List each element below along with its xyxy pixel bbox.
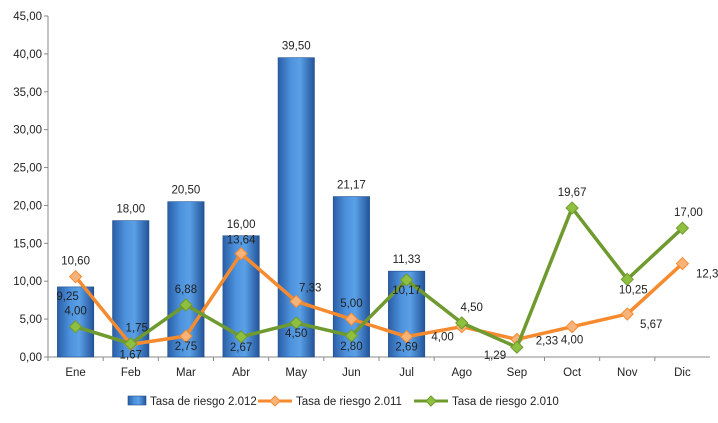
line-point bbox=[565, 319, 579, 334]
legend-marker bbox=[425, 395, 437, 407]
y-tick-label: 20,00 bbox=[13, 200, 42, 212]
data-label: 1,29 bbox=[484, 350, 506, 362]
legend-label: Tasa de riesgo 2.012 bbox=[150, 396, 257, 408]
line-point bbox=[234, 246, 248, 261]
data-label: 10,60 bbox=[61, 256, 90, 268]
data-label: 4,50 bbox=[461, 302, 483, 314]
data-label: 9,25 bbox=[56, 291, 78, 303]
series-line bbox=[75, 206, 684, 349]
x-tick-label: Jul bbox=[399, 367, 414, 379]
data-label: 5,00 bbox=[340, 298, 362, 310]
data-label: 4,00 bbox=[431, 332, 453, 344]
data-label: 39,50 bbox=[282, 41, 311, 53]
data-label: 1,67 bbox=[120, 349, 142, 361]
data-label: 6,88 bbox=[175, 284, 197, 296]
line-point bbox=[344, 329, 359, 343]
line-point bbox=[455, 316, 469, 330]
line-point bbox=[179, 298, 193, 312]
x-tick-label: Abr bbox=[232, 367, 250, 379]
data-label: 2,67 bbox=[230, 342, 252, 354]
y-tick-label: 45,00 bbox=[13, 11, 42, 23]
y-tick-label: 15,00 bbox=[13, 238, 42, 250]
y-tick-label: 0,00 bbox=[20, 352, 42, 364]
data-label: 2,80 bbox=[340, 341, 362, 353]
series-line bbox=[74, 251, 684, 347]
legend-label: Tasa de riesgo 2.011 bbox=[296, 396, 402, 408]
line-point bbox=[289, 294, 303, 309]
data-label: 18,00 bbox=[116, 204, 145, 216]
line-point bbox=[510, 340, 524, 354]
data-label: 2,75 bbox=[175, 341, 197, 353]
x-tick-label: Feb bbox=[121, 367, 141, 379]
data-label: 4,50 bbox=[285, 328, 307, 340]
y-tick-label: 35,00 bbox=[13, 87, 42, 99]
bar bbox=[277, 57, 315, 358]
x-tick-label: Oct bbox=[563, 367, 582, 379]
data-label: 16,00 bbox=[227, 219, 256, 231]
line-point bbox=[675, 256, 690, 271]
data-label: 19,67 bbox=[558, 187, 587, 199]
data-label: 21,17 bbox=[337, 180, 366, 192]
line-point bbox=[675, 221, 690, 235]
data-label: 17,00 bbox=[674, 207, 703, 219]
x-tick-label: Ene bbox=[65, 367, 85, 379]
x-tick-label: Ago bbox=[452, 367, 472, 379]
data-label: 5,67 bbox=[640, 319, 662, 331]
legend-label: Tasa de riesgo 2.010 bbox=[452, 396, 559, 408]
data-label: 13,64 bbox=[227, 235, 256, 247]
x-tick-label: Dic bbox=[674, 367, 691, 379]
line-point bbox=[124, 337, 138, 351]
data-label: 2,69 bbox=[395, 342, 417, 354]
data-label: 7,33 bbox=[299, 282, 321, 294]
line-point bbox=[344, 312, 359, 326]
line-point bbox=[68, 269, 83, 284]
data-label: 10,17 bbox=[392, 285, 421, 297]
legend-swatch bbox=[127, 395, 147, 406]
data-label: 2,33 bbox=[536, 335, 558, 347]
line-point bbox=[565, 201, 579, 215]
y-tick-label: 40,00 bbox=[13, 49, 42, 61]
y-tick-label: 25,00 bbox=[13, 163, 42, 175]
data-label: 12,33 bbox=[696, 269, 718, 281]
line-point bbox=[399, 273, 414, 287]
line-point bbox=[620, 307, 634, 321]
y-tick-label: 30,00 bbox=[13, 125, 42, 137]
y-tick-label: 5,00 bbox=[20, 314, 42, 326]
line-point bbox=[179, 329, 193, 343]
y-tick-label: 10,00 bbox=[13, 276, 42, 288]
data-label: 11,33 bbox=[393, 254, 421, 266]
data-label: 20,50 bbox=[172, 185, 201, 197]
data-label: 10,25 bbox=[619, 284, 648, 296]
x-tick-label: Jun bbox=[342, 367, 361, 379]
x-tick-label: Mar bbox=[176, 367, 196, 379]
data-label: 1,75 bbox=[126, 323, 148, 335]
line-point bbox=[68, 319, 83, 334]
line-point bbox=[620, 272, 634, 287]
line-point bbox=[399, 329, 414, 344]
legend-marker bbox=[269, 395, 281, 407]
x-tick-label: Sep bbox=[507, 367, 527, 379]
data-label: 4,00 bbox=[561, 335, 583, 347]
line-point bbox=[234, 330, 248, 344]
x-tick-label: Nov bbox=[617, 367, 638, 379]
data-label: 4,00 bbox=[64, 306, 86, 318]
line-point bbox=[289, 316, 303, 330]
x-tick-label: May bbox=[285, 367, 307, 379]
